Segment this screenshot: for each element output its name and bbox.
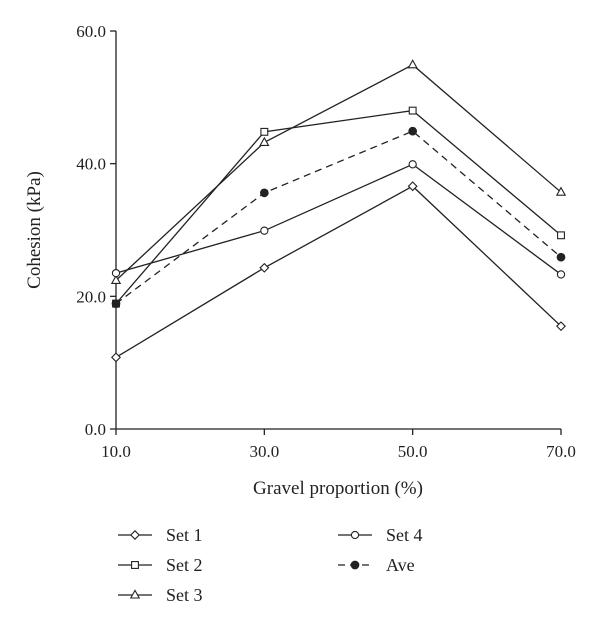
y-ticks: 0.0 20.0 40.0 60.0 bbox=[76, 22, 116, 439]
legend-marker bbox=[129, 589, 141, 599]
data-point-set-1 bbox=[111, 352, 121, 363]
data-point-set-4 bbox=[556, 270, 566, 279]
series-set-1 bbox=[111, 181, 566, 363]
data-point-set-4 bbox=[111, 268, 121, 278]
series-line-ave bbox=[115, 130, 562, 305]
plot-area: 0.0 20.0 40.0 60.0 10.0 30.0 50.0 70.0 bbox=[76, 22, 576, 461]
legend-item-set-2: Set 2 bbox=[118, 555, 203, 575]
y-tick-label: 40.0 bbox=[76, 155, 106, 174]
legend-label: Ave bbox=[386, 555, 415, 575]
x-tick-label: 50.0 bbox=[398, 442, 428, 461]
series-line-set-1 bbox=[115, 185, 562, 358]
data-point-set-1 bbox=[259, 262, 270, 273]
series-line-set-2 bbox=[115, 109, 562, 305]
data-point-set-4 bbox=[408, 160, 417, 169]
data-point-ave bbox=[111, 299, 121, 308]
data-point-set-4 bbox=[260, 226, 269, 235]
data-point-set-2 bbox=[260, 127, 269, 136]
data-point-set-3 bbox=[555, 186, 567, 196]
y-tick-label: 60.0 bbox=[76, 22, 106, 41]
series-set-3 bbox=[110, 59, 567, 284]
data-point-set-3 bbox=[407, 59, 418, 69]
legend-marker bbox=[350, 530, 360, 540]
x-ticks: 10.0 30.0 50.0 70.0 bbox=[101, 429, 576, 461]
x-tick-label: 30.0 bbox=[249, 442, 279, 461]
legend-label: Set 3 bbox=[166, 585, 203, 605]
data-point-set-3 bbox=[110, 274, 122, 284]
data-point-ave bbox=[259, 188, 269, 198]
legend-item-set-1: Set 1 bbox=[118, 525, 203, 545]
series-set-4 bbox=[111, 160, 566, 279]
data-point-set-3 bbox=[259, 136, 270, 146]
data-point-ave bbox=[556, 252, 566, 262]
legend-marker bbox=[131, 561, 139, 569]
legend-item-set-4: Set 4 bbox=[338, 525, 423, 545]
y-tick-label: 20.0 bbox=[76, 287, 106, 306]
legend-label: Set 1 bbox=[166, 525, 203, 545]
data-point-set-2 bbox=[557, 231, 565, 240]
y-tick-label: 0.0 bbox=[85, 420, 106, 439]
legend: Set 1 Set 2 Set 3 Set 4 Ave bbox=[118, 525, 423, 605]
series-ave bbox=[111, 126, 566, 308]
series-line-set-4 bbox=[115, 163, 562, 275]
data-point-set-1 bbox=[556, 321, 566, 332]
series-line-set-3 bbox=[115, 64, 562, 281]
legend-item-ave: Ave bbox=[338, 555, 415, 575]
x-tick-label: 70.0 bbox=[546, 442, 576, 461]
x-tick-label: 10.0 bbox=[101, 442, 131, 461]
data-point-set-1 bbox=[407, 181, 418, 192]
legend-label: Set 2 bbox=[166, 555, 203, 575]
legend-marker bbox=[130, 530, 140, 540]
x-axis-label: Gravel proportion (%) bbox=[253, 478, 423, 499]
data-point-ave bbox=[408, 126, 418, 136]
legend-marker bbox=[350, 560, 360, 570]
legend-item-set-3: Set 3 bbox=[118, 585, 203, 605]
series-layer bbox=[110, 59, 567, 363]
legend-label: Set 4 bbox=[386, 525, 423, 545]
y-axis-label: Cohesion (kPa) bbox=[24, 171, 45, 289]
data-point-set-2 bbox=[408, 106, 417, 115]
